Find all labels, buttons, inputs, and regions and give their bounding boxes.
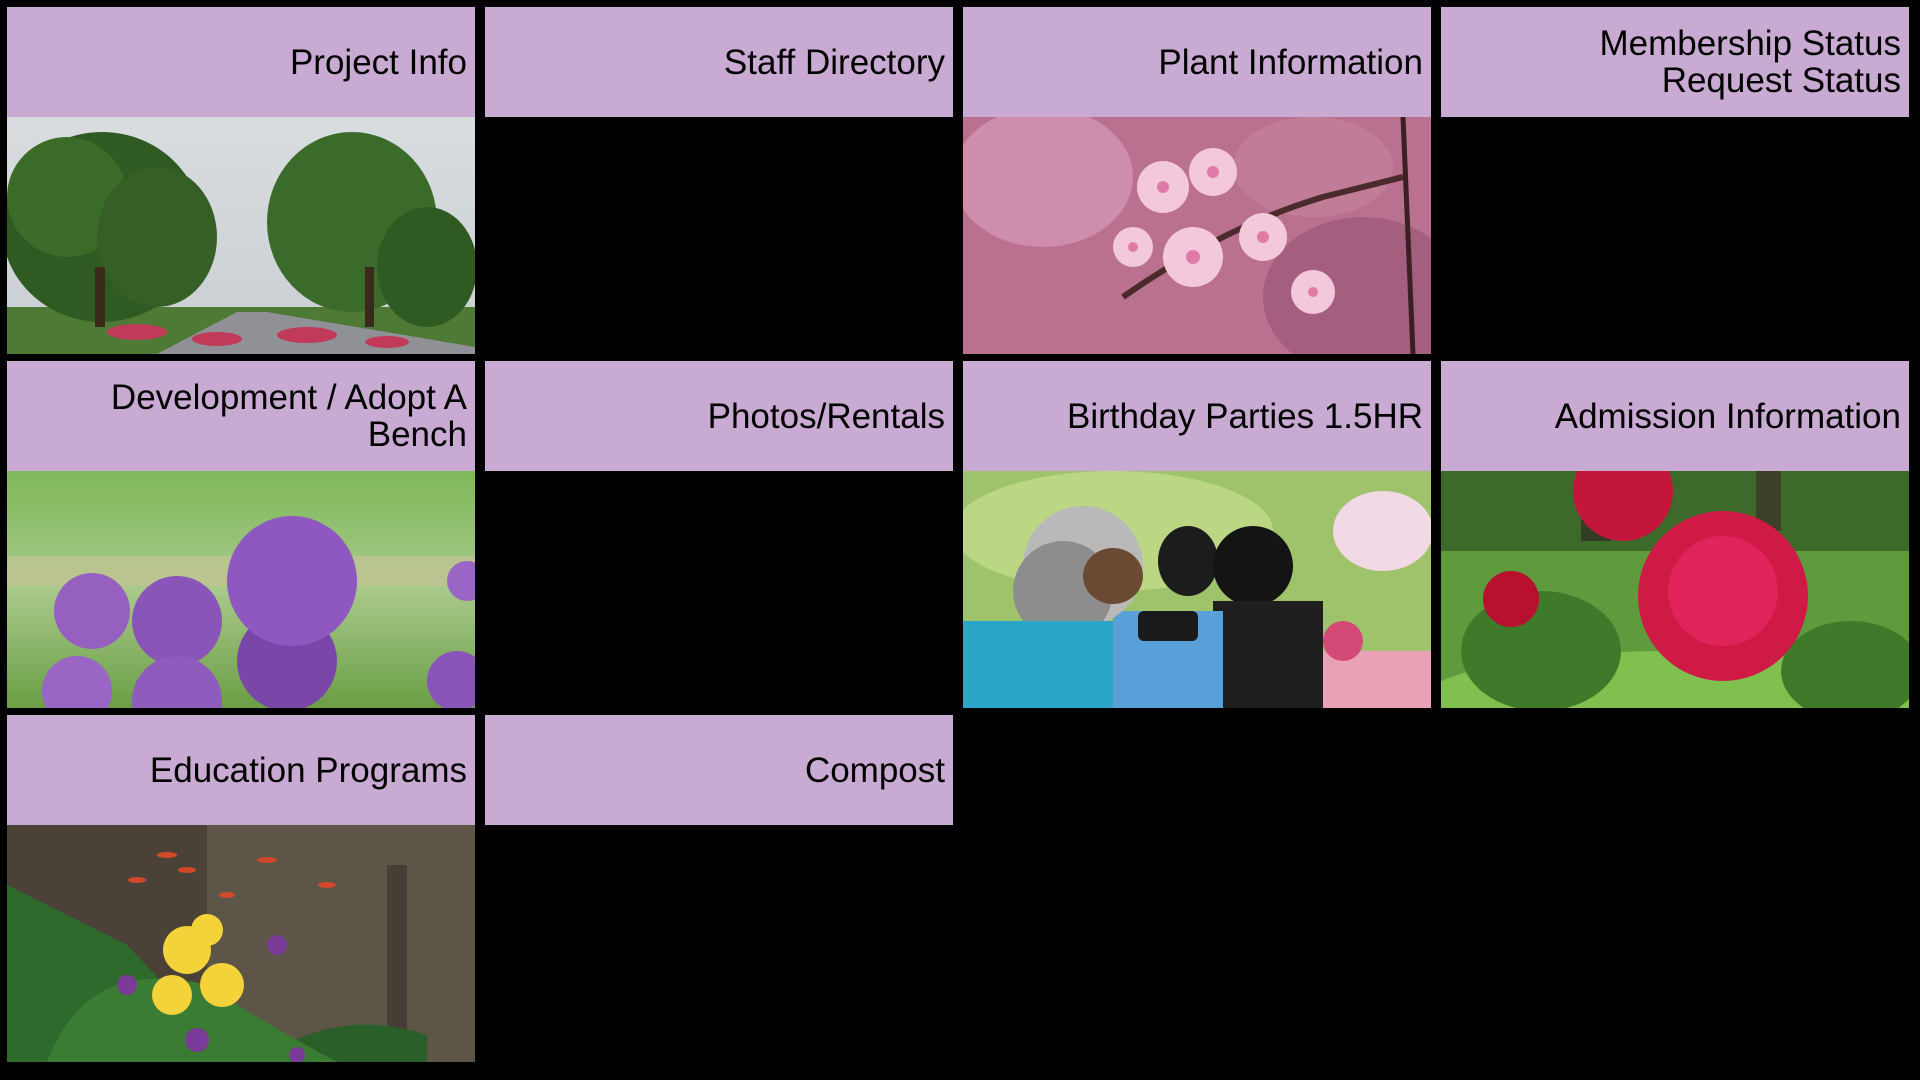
tile-education-programs[interactable]: Education Programs xyxy=(7,715,475,1062)
photographer-crowd-photo xyxy=(963,471,1431,708)
tile-label: Education Programs xyxy=(7,715,475,825)
tile-project-info[interactable]: Project Info xyxy=(7,7,475,354)
tile-label: Birthday Parties 1.5HR xyxy=(963,361,1431,471)
tile-birthday-parties[interactable]: Birthday Parties 1.5HR xyxy=(963,361,1431,708)
tile-label: Project Info xyxy=(7,7,475,117)
orchid-pond-photo xyxy=(7,825,475,1062)
park-trees-photo xyxy=(7,117,475,354)
tile-development-adopt-a-bench[interactable]: Development / Adopt A Bench xyxy=(7,361,475,708)
tile-label: Admission Information xyxy=(1441,361,1909,471)
cherry-blossom-photo xyxy=(963,117,1431,354)
tile-plant-information[interactable]: Plant Information xyxy=(963,7,1431,354)
tile-admission-information[interactable]: Admission Information xyxy=(1441,361,1909,708)
tile-label: Development / Adopt A Bench xyxy=(7,361,475,471)
tile-label: Staff Directory xyxy=(485,7,953,117)
tile-compost[interactable]: Compost xyxy=(485,715,953,1062)
tile-label: Plant Information xyxy=(963,7,1431,117)
tile-label: Photos/Rentals xyxy=(485,361,953,471)
tile-label: Membership Status Request Status xyxy=(1441,7,1909,117)
tile-membership-status[interactable]: Membership Status Request Status xyxy=(1441,7,1909,354)
tile-label: Compost xyxy=(485,715,953,825)
red-peony-photo xyxy=(1441,471,1909,708)
tile-staff-directory[interactable]: Staff Directory xyxy=(485,7,953,354)
tile-photos-rentals[interactable]: Photos/Rentals xyxy=(485,361,953,708)
allium-flower-photo xyxy=(7,471,475,708)
